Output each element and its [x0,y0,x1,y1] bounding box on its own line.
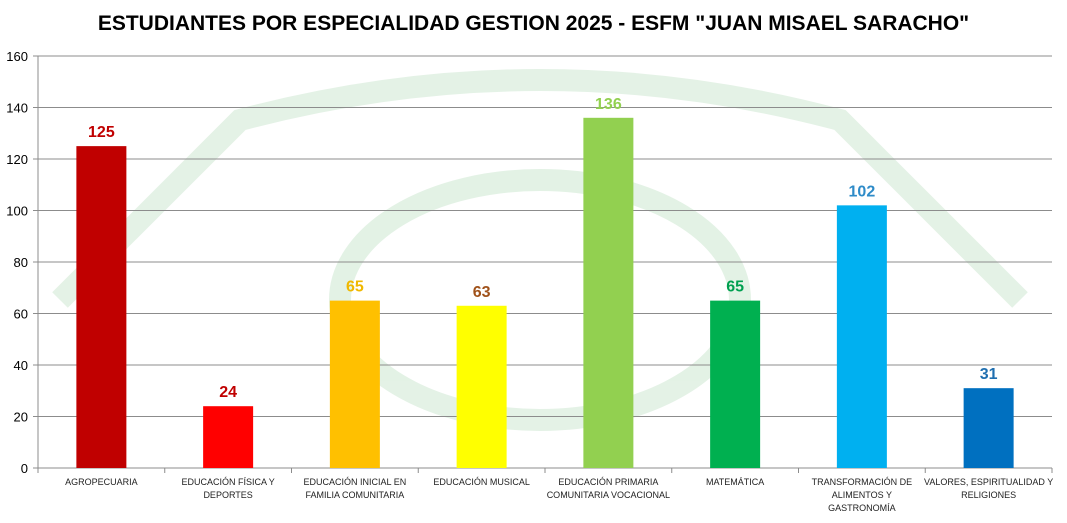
bar [329,300,380,468]
x-tick-label: MATEMÁTICA [706,477,764,487]
data-label: 102 [849,183,876,200]
data-label: 136 [595,96,622,113]
x-tick-label: EDUCACIÓN INICIAL EN [304,477,407,487]
x-tick-label: ALIMENTOS Y [832,490,892,500]
x-tick-label: COMUNITARIA VOCACIONAL [547,490,670,500]
y-tick-label: 40 [14,358,28,373]
y-tick-label: 0 [21,461,28,476]
x-tick-label: RELIGIONES [961,490,1016,500]
y-tick-label: 20 [14,410,28,425]
data-label: 65 [346,279,364,296]
bar [76,146,127,468]
data-label: 63 [473,284,491,301]
y-tick-label: 120 [6,152,28,167]
x-tick-label: EDUCACIÓN PRIMARIA [558,477,658,487]
bar [836,205,887,468]
chart-title: ESTUDIANTES POR ESPECIALIDAD GESTION 202… [97,12,970,35]
x-tick-label: EDUCACIÓN FÍSICA Y [181,477,274,487]
data-label: 24 [219,384,237,401]
x-tick-label: EDUCACIÓN MUSICAL [433,477,530,487]
x-tick-label: FAMILIA COMUNITARIA [305,490,404,500]
y-tick-label: 80 [14,255,28,270]
data-label: 125 [88,124,115,141]
bar [963,388,1014,468]
bar [456,305,507,468]
x-tick-label: TRANSFORMACIÓN DE [812,477,913,487]
bar [203,406,254,468]
bar [583,117,634,469]
y-tick-label: 140 [6,101,28,116]
x-tick-label: AGROPECUARIA [65,477,138,487]
x-tick-label: VALORES, ESPIRITUALIDAD Y [924,477,1053,487]
bar [710,300,761,468]
y-tick-label: 100 [6,204,28,219]
x-tick-label: DEPORTES [203,490,252,500]
data-label: 65 [726,279,744,296]
y-tick-label: 160 [6,49,28,64]
data-label: 31 [980,366,998,383]
y-tick-label: 60 [14,307,28,322]
x-tick-label: GASTRONOMÍA [828,503,896,513]
